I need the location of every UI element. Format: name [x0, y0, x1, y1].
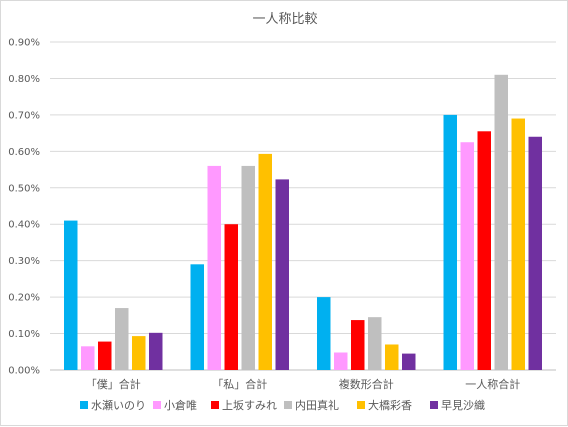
legend-label: 小倉唯	[164, 398, 197, 412]
bar	[258, 153, 272, 370]
legend-swatch	[153, 401, 161, 409]
chart-title: 一人称比較	[252, 12, 317, 27]
category-label: 「僕」合計	[86, 377, 141, 391]
y-axis-tick-labels: 0.00% 0.10% 0.20% 0.30% 0.40% 0.50% 0.60% 0.70%…	[8, 38, 40, 377]
y-tick-label: 0.40%	[8, 220, 40, 231]
bar	[368, 317, 382, 370]
legend-label: 早見沙織	[441, 399, 485, 412]
legend-label: 水瀬いのり	[91, 398, 146, 412]
legend-swatch	[430, 401, 438, 409]
bar	[115, 308, 129, 370]
category-label: 複数形合計	[339, 377, 394, 391]
category-labels: 「僕」合計 「私」合計 複数形合計 一人称合計	[86, 377, 521, 391]
bar	[224, 224, 238, 370]
bar	[351, 320, 365, 370]
y-tick-label: 0.20%	[8, 293, 40, 304]
bars	[64, 74, 542, 371]
y-tick-label: 0.10%	[8, 329, 40, 340]
legend: 水瀬いのり 小倉唯 上坂すみれ 内田真礼 大橋彩香 早見沙織	[80, 398, 485, 412]
bar	[132, 336, 146, 370]
bar	[511, 118, 525, 371]
legend-label: 大橋彩香	[368, 398, 412, 412]
bar	[98, 341, 112, 370]
gridlines	[50, 41, 556, 371]
bar	[460, 142, 474, 370]
category-label: 「私」合計	[212, 377, 267, 391]
y-tick-label: 0.30%	[8, 256, 40, 267]
legend-label: 内田真礼	[295, 398, 339, 412]
legend-label: 上坂すみれ	[222, 399, 277, 412]
bar	[402, 353, 416, 370]
bar	[494, 74, 508, 371]
y-tick-label: 0.00%	[8, 366, 40, 377]
bar	[385, 344, 399, 370]
y-tick-label: 0.90%	[8, 38, 40, 49]
bar	[207, 165, 221, 370]
legend-swatch	[284, 401, 292, 409]
bar	[334, 352, 348, 370]
bar	[149, 332, 163, 370]
bar	[241, 165, 255, 370]
bar	[317, 297, 331, 370]
bar	[81, 346, 95, 370]
y-tick-label: 0.70%	[8, 110, 40, 121]
bar	[528, 136, 542, 370]
bar	[190, 264, 204, 370]
y-tick-label: 0.50%	[8, 183, 40, 194]
category-label: 一人称合計	[465, 377, 520, 391]
bar	[64, 220, 78, 370]
y-tick-label: 0.80%	[8, 74, 40, 85]
bar	[477, 131, 491, 370]
legend-swatch	[357, 401, 365, 409]
bar	[275, 179, 289, 370]
legend-swatch	[80, 401, 88, 409]
y-tick-label: 0.60%	[8, 147, 40, 158]
bar	[443, 114, 457, 370]
legend-swatch	[211, 401, 219, 409]
